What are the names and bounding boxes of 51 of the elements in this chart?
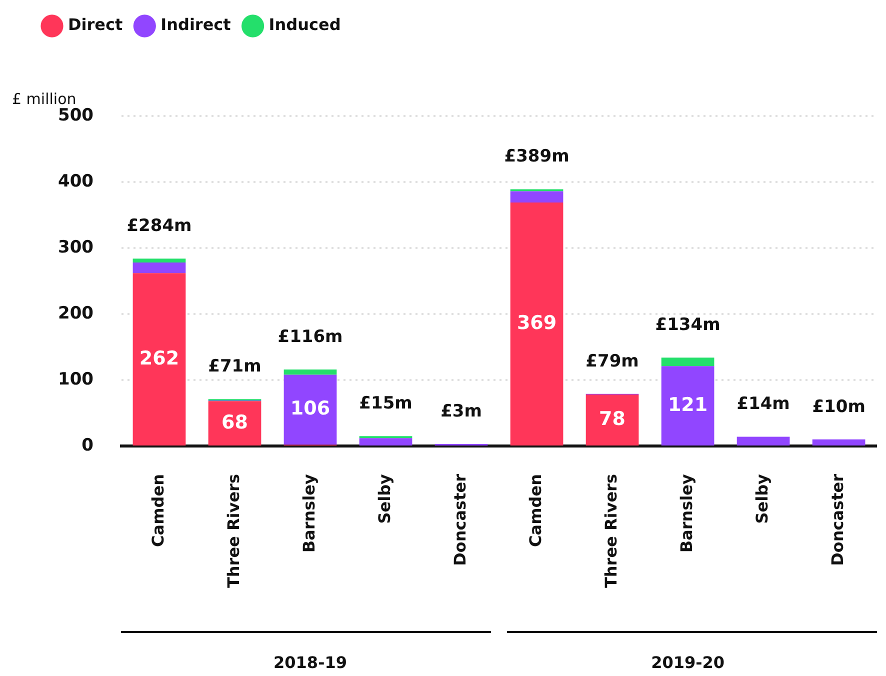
x-tick-label: Camden: [148, 474, 168, 547]
bar: [132, 273, 186, 446]
data-label: 68: [222, 411, 248, 434]
text: 2019-20: [651, 653, 725, 672]
bar: [132, 258, 186, 263]
y-tick-label: 200: [58, 303, 94, 324]
bar: [359, 438, 412, 446]
total-label: £10m: [812, 396, 866, 417]
bar: [284, 369, 337, 375]
legend-label: Direct: [68, 15, 123, 34]
legend-label: Induced: [268, 15, 341, 34]
x-tick-label: Barnsley: [299, 473, 318, 553]
x-tick-label: Selby: [374, 473, 394, 524]
bar: [736, 436, 790, 446]
text: 2018-19: [274, 653, 347, 672]
y-tick-label: 500: [58, 105, 94, 126]
x-tick-label: Doncaster: [828, 474, 847, 566]
bar: [661, 366, 714, 446]
bar: [510, 191, 564, 202]
data-label: 262: [139, 347, 180, 370]
x-tick-label: Camden: [526, 474, 545, 547]
total-label: £134m: [655, 315, 720, 336]
total-label: £284m: [126, 216, 192, 236]
y-tick-label: 100: [58, 369, 94, 390]
total-label: £71m: [208, 356, 262, 377]
total-label: £3m: [440, 401, 482, 422]
data-label: 78: [599, 408, 626, 430]
data-label: 121: [668, 394, 708, 416]
x-tick-label: Selby: [752, 473, 772, 524]
bar: [586, 394, 639, 446]
x-tick-label: Barnsley: [676, 473, 696, 553]
bar: [284, 374, 337, 445]
bar: [132, 262, 186, 274]
y-tick-label: 0: [82, 435, 94, 456]
y-tick-label: 400: [58, 171, 94, 192]
x-tick-label: Doncaster: [450, 474, 470, 566]
y-tick-label: 300: [58, 237, 94, 258]
bar: [812, 439, 866, 446]
total-label: £389m: [504, 146, 570, 167]
bar: [661, 358, 714, 366]
total-label: £79m: [586, 351, 639, 372]
legend-label: Indirect: [160, 15, 232, 34]
y-axis-title: £ million: [12, 90, 76, 108]
data-label: 106: [290, 398, 330, 420]
total-label: £116m: [278, 326, 343, 347]
x-tick-label: Three Rivers: [601, 474, 620, 588]
x-tick-label: Three Rivers: [224, 474, 243, 588]
data-label: 369: [516, 312, 557, 334]
total-label: £14m: [736, 394, 790, 414]
total-label: £15m: [359, 394, 412, 414]
bar: [510, 202, 564, 446]
